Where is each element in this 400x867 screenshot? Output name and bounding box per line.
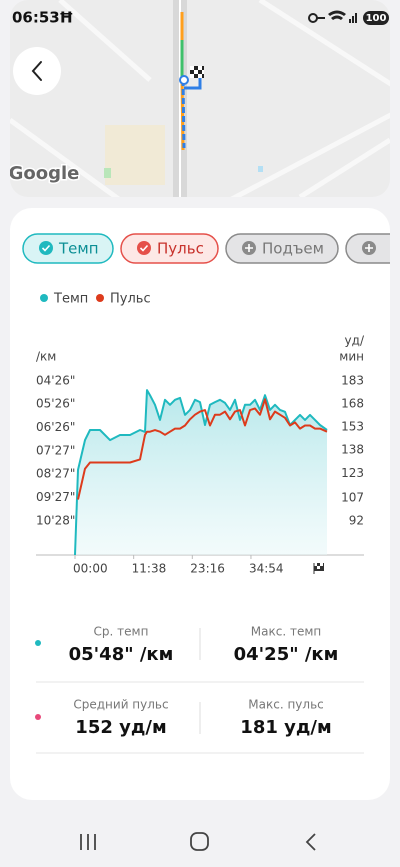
y2-axis-label: мин [339, 350, 364, 364]
tab-label: Пульс [157, 240, 204, 258]
stat-dot [35, 714, 41, 720]
y-tick-label: 08'27" [36, 467, 75, 481]
status-icons [308, 10, 389, 25]
map-attribution: Google [9, 163, 80, 184]
tab-label: Темп [58, 240, 99, 258]
tab-pulse[interactable] [120, 233, 219, 264]
line [77, 398, 328, 500]
y2-tick-label: 168 [341, 396, 364, 410]
legend-label: Пульс [110, 292, 151, 307]
stat-label: Ср. темп [94, 625, 149, 639]
legend-swatch [96, 294, 104, 302]
tab-elevation[interactable] [225, 233, 339, 264]
y-tick-label: 07'27" [36, 443, 75, 457]
stat-label: Макс. темп [251, 625, 321, 639]
y-tick-label: 05'26" [36, 397, 75, 411]
y2-tick-label: 92 [349, 514, 364, 528]
stat-label: Макс. пульс [248, 698, 323, 712]
tab-pace[interactable] [22, 233, 114, 264]
y-tick-label: 09'27" [36, 490, 75, 504]
battery-level: 100 [366, 13, 387, 24]
y2-tick-label: 138 [341, 443, 364, 457]
y-axis-label: /км [36, 350, 56, 364]
stat-value: 05'48" /км [69, 644, 174, 665]
map[interactable]: Google [0, 0, 400, 200]
y-tick-label: 10'28" [36, 513, 75, 527]
stat-dot [35, 640, 41, 646]
stat-value: 181 уд/м [240, 717, 331, 738]
status-icon: Ħ [59, 9, 74, 27]
y-tick-label: 04'26" [36, 373, 75, 387]
status-time: 06:53 [12, 9, 60, 27]
legend-label: Темп [53, 292, 88, 307]
x-tick-label: 11:38 [132, 562, 167, 576]
y2-tick-label: 123 [341, 466, 364, 480]
x-tick-label: 34:54 [249, 562, 284, 576]
y2-axis-label: уд/ [345, 334, 365, 348]
nav-back[interactable] [305, 833, 316, 851]
stat-value: 04'25" /км [234, 644, 339, 665]
y-tick-label: 06'26" [36, 420, 75, 434]
nav-recents[interactable] [80, 834, 96, 850]
y2-tick-label: 107 [341, 490, 364, 504]
back-button[interactable] [13, 47, 61, 95]
stat-value: 152 уд/м [75, 717, 166, 738]
tab-more[interactable] [345, 233, 400, 264]
x-tick-label: 00:00 [73, 562, 108, 576]
y2-tick-label: 153 [341, 420, 364, 434]
x-tick-label: 23:16 [190, 562, 225, 576]
nav-home[interactable] [190, 832, 209, 851]
stat-label: Средний пульс [73, 698, 168, 712]
line [74, 389, 328, 556]
finish-flag [313, 563, 324, 574]
tab-label: Подъем [262, 240, 324, 258]
y2-tick-label: 183 [341, 373, 364, 387]
legend-swatch [40, 294, 48, 302]
